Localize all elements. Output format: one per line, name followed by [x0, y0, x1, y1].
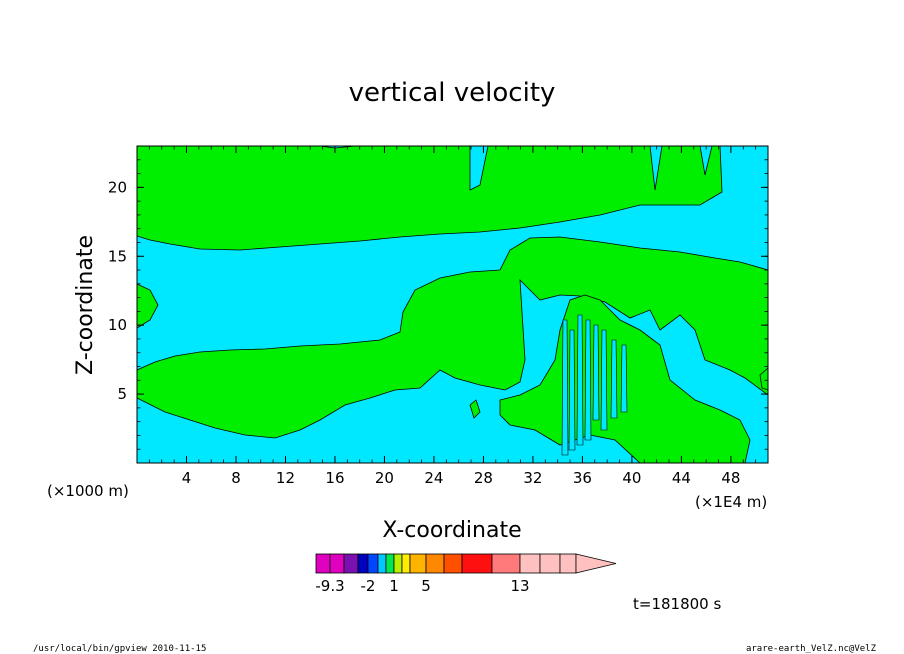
x-axis-ticks: 4 8 12 16 20 24 28 32 36 40 44 48	[148, 146, 757, 487]
contour-region-small-patch	[469, 399, 481, 419]
x-tick-label: 16	[325, 469, 344, 487]
updraft-plumes	[561, 314, 628, 456]
x-tick-label: 20	[375, 469, 394, 487]
colorbar-swatch	[401, 553, 411, 574]
chart-title: vertical velocity	[349, 78, 556, 108]
colorbar-label: 1	[389, 577, 399, 595]
colorbar-swatch	[385, 553, 395, 574]
contour-region-descending-band	[137, 236, 768, 439]
colorbar-swatch	[377, 553, 387, 574]
footer-right: arare-earth_VelZ.nc@VelZ	[746, 644, 877, 654]
colorbar-swatch	[443, 553, 463, 574]
x-tick-label: 36	[573, 469, 592, 487]
y-tick-label: 10	[108, 316, 127, 334]
x-tick-label: 12	[276, 469, 295, 487]
colorbar-swatch	[329, 553, 345, 574]
x-tick-label: 8	[231, 469, 241, 487]
contour-region-upper-band	[137, 146, 723, 251]
contour-fields	[137, 146, 768, 463]
x-tick-label: 28	[474, 469, 493, 487]
updraft-plume	[576, 314, 584, 446]
time-label: t=181800 s	[633, 595, 721, 613]
updraft-plume	[568, 329, 576, 451]
y-axis-label: Z-coordinate	[73, 235, 98, 375]
y-tick-label: 15	[108, 247, 127, 265]
updraft-plume	[584, 319, 592, 441]
colorbar-label: 13	[510, 577, 529, 595]
colorbar-swatch	[315, 553, 331, 574]
colorbar-swatch	[357, 553, 369, 574]
updraft-plume	[592, 324, 600, 421]
x-tick-label: 40	[622, 469, 641, 487]
contour-region-right-edge	[759, 367, 768, 391]
colorbar-swatch	[367, 553, 379, 574]
colorbar-swatch	[425, 553, 445, 574]
footer-left: /usr/local/bin/gpview 2010-11-15	[33, 644, 206, 654]
colorbar-arrow	[575, 553, 617, 574]
plot-area	[137, 146, 768, 463]
x-tick-label: 4	[182, 469, 192, 487]
colorbar-label: -9.3	[315, 577, 344, 595]
updraft-plume	[610, 339, 618, 419]
colorbar-swatch	[409, 553, 427, 574]
y-tick-label: 20	[108, 178, 127, 196]
colorbar-swatch	[519, 553, 541, 574]
x-unit-note: (×1E4 m)	[695, 493, 767, 511]
colorbar-label: -2	[361, 577, 376, 595]
colorbar-swatch	[491, 553, 521, 574]
y-axis-ticks: 5 10 15 20	[108, 159, 768, 450]
colorbar-labels: -9.3 -2 1 5 13	[315, 577, 529, 595]
colorbar-label: 5	[421, 577, 431, 595]
x-tick-label: 32	[523, 469, 542, 487]
updraft-plume	[620, 344, 628, 413]
colorbar-swatch	[393, 553, 403, 574]
y-unit-note: (×1000 m)	[47, 482, 129, 500]
x-tick-label: 24	[424, 469, 443, 487]
colorbar-swatch	[343, 553, 359, 574]
colorbar-swatch	[539, 553, 561, 574]
colorbar-swatch	[461, 553, 493, 574]
plot-frame	[136, 145, 769, 464]
updraft-plume	[600, 329, 608, 431]
y-tick-label: 5	[117, 385, 127, 403]
x-axis-label: X-coordinate	[382, 518, 521, 543]
x-tick-label: 48	[721, 469, 740, 487]
colorbar-swatch	[559, 553, 577, 574]
contour-region-left-lobe	[137, 283, 159, 329]
colorbar	[315, 553, 617, 574]
x-tick-label: 44	[672, 469, 691, 487]
updraft-plume	[561, 319, 569, 456]
